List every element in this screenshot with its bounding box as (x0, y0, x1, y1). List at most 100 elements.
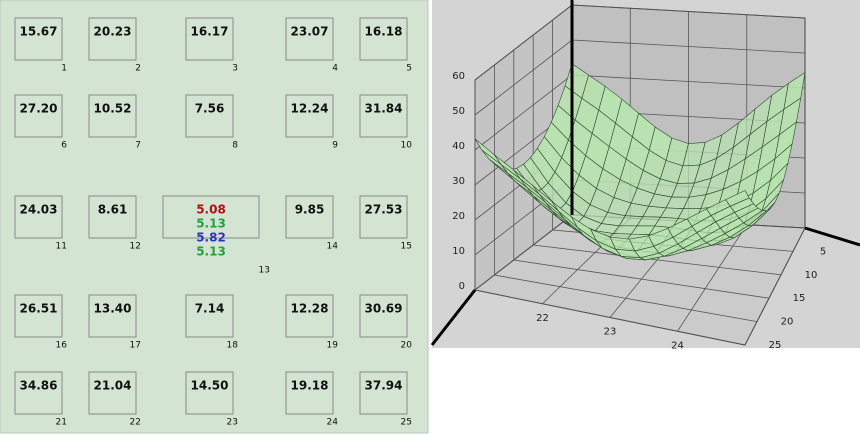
cell-index: 19 (327, 341, 339, 351)
x-tick-label: 24 (671, 340, 684, 351)
cell-index: 22 (130, 418, 141, 428)
cell-value: 16.17 (191, 25, 229, 39)
cell-index: 25 (401, 418, 412, 428)
cell-value: 9.85 (295, 203, 325, 217)
cell-index: 23 (227, 418, 238, 428)
cell-index: 20 (401, 341, 413, 351)
cell-index: 24 (327, 418, 339, 428)
z-tick-label: 50 (452, 106, 465, 117)
axis-line (430, 289, 477, 346)
y-grid-line (532, 35, 782, 276)
cell-box (185, 294, 234, 338)
cell-value: 7.14 (195, 302, 225, 316)
y-grid-line (493, 65, 758, 322)
cell-index: 5 (406, 64, 412, 74)
z-tick-label: 60 (452, 71, 465, 82)
cell-grid: 15.67 1 20.23 2 16.17 3 23.07 4 16.18 5 27.20 6 10.5… (14, 17, 413, 428)
cell-value: 10.52 (94, 102, 132, 116)
cell-box (359, 17, 408, 61)
cell-value: 34.86 (20, 379, 58, 393)
cell-value: 27.53 (365, 203, 403, 217)
x-tick-label: 23 (604, 327, 617, 338)
cell-index: 17 (130, 341, 141, 351)
cell-box (14, 94, 63, 138)
cell-value: 15.67 (20, 25, 58, 39)
cell-value: 7.56 (195, 102, 225, 116)
cell-value: 24.03 (20, 203, 58, 217)
cell-value: 23.07 (291, 25, 329, 39)
cell-index: 14 (327, 242, 339, 252)
cell-value: 5.08 (196, 203, 226, 217)
z-tick-label: 20 (452, 211, 465, 222)
cell-value: 5.13 (196, 217, 226, 231)
cell-value: 27.20 (20, 102, 58, 116)
z-tick-label: 30 (452, 176, 465, 187)
cell-value: 5.13 (196, 245, 226, 259)
cell-box (285, 17, 334, 61)
y-tick-label: 15 (793, 293, 806, 304)
cell-index: 4 (332, 64, 338, 74)
cell-value: 8.61 (98, 203, 128, 217)
cell-index: 12 (130, 242, 141, 252)
cell-box (285, 371, 334, 415)
cell-box (88, 371, 137, 415)
surface-plot: 0 10 20 30 40 50 60 22 23 24 5 10 15 20 25 (430, 0, 860, 351)
cell-box (162, 195, 260, 239)
cell-box (359, 195, 408, 239)
cell-value: 37.94 (365, 379, 403, 393)
cell-box (359, 371, 408, 415)
cell-value: 5.82 (196, 231, 226, 245)
cell-value: 21.04 (94, 379, 132, 393)
cell-box (14, 17, 63, 61)
cell-index: 8 (232, 141, 238, 151)
cell-box (88, 195, 137, 239)
cell-box (285, 195, 334, 239)
cell-box (14, 195, 63, 239)
z-tick-label: 0 (459, 281, 465, 292)
cell-index: 9 (332, 141, 338, 151)
cell-box (359, 294, 408, 338)
cell-index: 21 (56, 418, 67, 428)
cell-index: 11 (56, 242, 67, 252)
cell-index: 7 (135, 141, 141, 151)
y-tick-label: 25 (769, 340, 782, 351)
cell-value: 19.18 (291, 379, 329, 393)
y-tick-label: 20 (781, 317, 794, 328)
z-tick-label: 40 (452, 141, 465, 152)
cell-value: 12.28 (291, 302, 329, 316)
cell-value: 14.50 (191, 379, 229, 393)
cell-box (14, 371, 63, 415)
cell-index: 3 (232, 64, 238, 74)
cell-value: 13.40 (94, 302, 132, 316)
cell-box (88, 294, 137, 338)
cell-box (88, 17, 137, 61)
cell-index: 13 (259, 266, 270, 276)
y-grid-line (513, 50, 770, 299)
cell-box (285, 294, 334, 338)
cell-box (185, 371, 234, 415)
cell-index: 6 (61, 141, 67, 151)
cell-value: 16.18 (365, 25, 403, 39)
cell-value: 12.24 (291, 102, 329, 116)
cell-index: 15 (401, 242, 412, 252)
cell-index: 10 (401, 141, 413, 151)
z-tick-label: 10 (452, 246, 465, 257)
axis-line (804, 226, 860, 247)
surface-patch (725, 190, 750, 207)
y-tick-label: 5 (820, 246, 826, 257)
cell-box (14, 294, 63, 338)
cell-value: 31.84 (365, 102, 403, 116)
cell-index: 1 (61, 64, 67, 74)
cell-index: 16 (56, 341, 68, 351)
cell-box (359, 94, 408, 138)
cell-index: 18 (227, 341, 239, 351)
cell-box (88, 94, 137, 138)
cell-value: 30.69 (365, 302, 403, 316)
cell-value: 20.23 (94, 25, 132, 39)
cell-value: 26.51 (20, 302, 58, 316)
cell-box (285, 94, 334, 138)
cell-index: 2 (135, 64, 141, 74)
cell-box (185, 94, 234, 138)
